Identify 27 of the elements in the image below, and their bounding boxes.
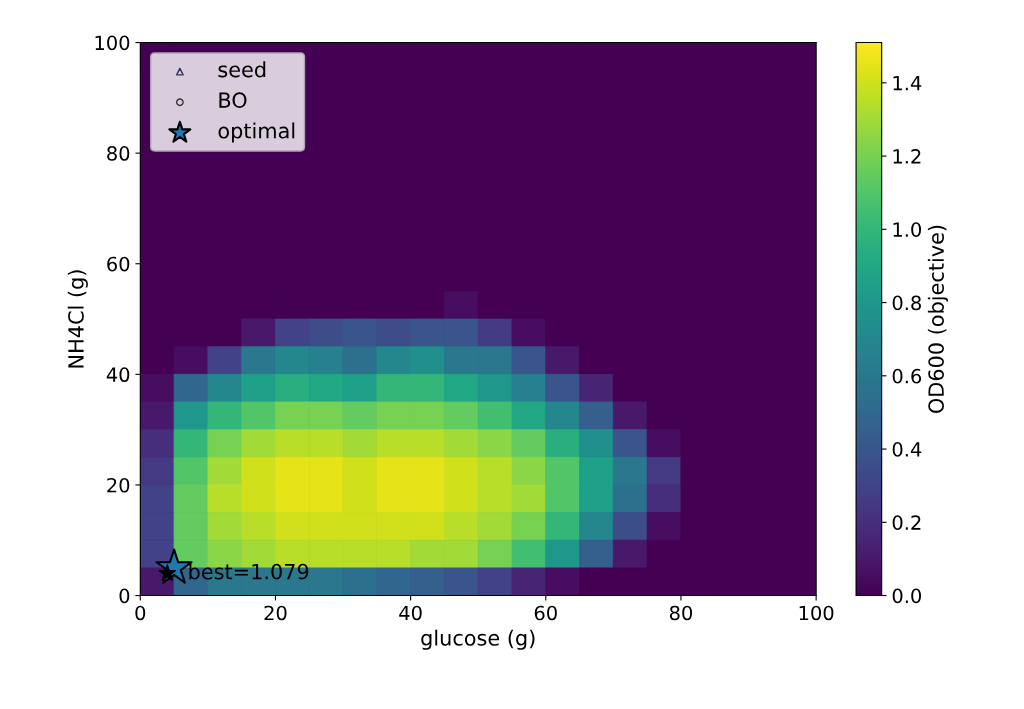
annotation: best=1.079 xyxy=(189,563,309,580)
color-bar-label: 0.8 xyxy=(892,295,921,311)
color-bar-label: 1.4 xyxy=(893,76,922,91)
legend-label: seed xyxy=(218,61,266,78)
color-bar-label: 0.6 xyxy=(892,368,922,384)
x-tick-label: 60 xyxy=(534,605,557,621)
color-bar-label: 1.2 xyxy=(893,149,921,164)
y-tick-label: 60 xyxy=(107,256,130,272)
y-tick-label: 0 xyxy=(119,588,130,604)
color-bar-label: 0.2 xyxy=(892,515,921,530)
x-tick-label: 0 xyxy=(135,605,146,621)
color-bar-title: OD600 (objective) xyxy=(927,225,949,413)
y-tick-label: 80 xyxy=(107,146,130,161)
color-bar-label: 1.0 xyxy=(893,222,922,237)
legend-label: BO xyxy=(219,92,247,108)
x-tick-label: 100 xyxy=(799,605,834,621)
y-axis-title: NH4Cl (g) xyxy=(67,270,88,368)
color-bar-label: 0.0 xyxy=(892,588,922,604)
y-tick-label: 40 xyxy=(106,367,130,383)
x-tick-label: 80 xyxy=(669,605,693,621)
y-tick-label: 100 xyxy=(95,35,130,51)
x-axis-title: glucose (g) xyxy=(421,629,535,650)
color-bar-label: 0.4 xyxy=(892,442,922,457)
legend-label: optimal xyxy=(218,122,295,143)
y-tick-label: 20 xyxy=(107,477,130,493)
x-tick-label: 40 xyxy=(399,605,422,621)
x-tick-label: 20 xyxy=(264,605,287,621)
